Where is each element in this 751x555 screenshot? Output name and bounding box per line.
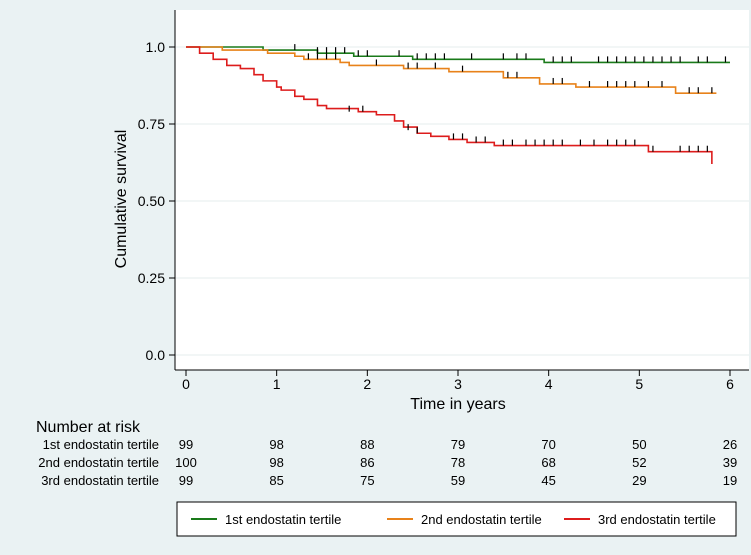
gridlines [175,46,749,356]
risk-value: 59 [451,473,465,488]
y-tick-label: 0.0 [146,347,166,363]
y-tick-label: 0.50 [138,193,165,209]
risk-value: 29 [632,473,646,488]
series-1 [186,44,730,64]
legend-label: 1st endostatin tertile [225,512,341,527]
risk-value: 99 [179,473,193,488]
risk-value: 26 [723,437,737,452]
x-tick-label: 2 [363,376,371,392]
y-tick-label: 0.25 [138,270,165,286]
risk-table-title: Number at risk [36,419,141,436]
x-tick-label: 5 [635,376,643,392]
risk-row-label: 1st endostatin tertile [43,437,159,452]
risk-value: 98 [269,455,283,470]
y-axis-label: Cumulative survival [113,130,130,269]
y-tick-label: 1.0 [146,39,166,55]
risk-value: 85 [269,473,283,488]
x-tick-label: 4 [545,376,553,392]
risk-value: 98 [269,437,283,452]
risk-value: 78 [451,455,465,470]
legend-label: 3rd endostatin tertile [598,512,716,527]
risk-value: 39 [723,455,737,470]
legend-box [176,501,737,537]
risk-value: 100 [175,455,197,470]
risk-value: 86 [360,455,374,470]
risk-value: 75 [360,473,374,488]
risk-value: 70 [541,437,555,452]
survival-curves [186,44,730,165]
y-tick-label: 0.75 [138,116,165,132]
plot-area [175,10,749,370]
x-tick-label: 6 [726,376,734,392]
risk-row-label: 2nd endostatin tertile [38,455,159,470]
survival-line [186,46,730,64]
risk-value: 45 [541,473,555,488]
risk-value: 19 [723,473,737,488]
series-3 [186,46,713,165]
x-axis-label: Time in years [410,396,505,413]
risk-value: 79 [451,437,465,452]
risk-value: 50 [632,437,646,452]
x-tick-label: 1 [273,376,281,392]
legend: 1st endostatin tertile 2nd endostatin ter… [191,512,716,527]
axes: 0.0 0.25 0.50 0.75 1.0 0 1 2 3 4 5 6 [138,10,749,392]
risk-value: 88 [360,437,374,452]
x-tick-label: 3 [454,376,462,392]
risk-value: 52 [632,455,646,470]
x-tick-label: 0 [182,376,190,392]
risk-row-label: 3rd endostatin tertile [41,473,159,488]
survival-line [186,46,713,165]
legend-label: 2nd endostatin tertile [421,512,542,527]
risk-value: 68 [541,455,555,470]
series-2 [186,46,717,94]
risk-table: Number at risk 1st endostatin tertile 99 9… [36,419,737,488]
risk-value: 99 [179,437,193,452]
